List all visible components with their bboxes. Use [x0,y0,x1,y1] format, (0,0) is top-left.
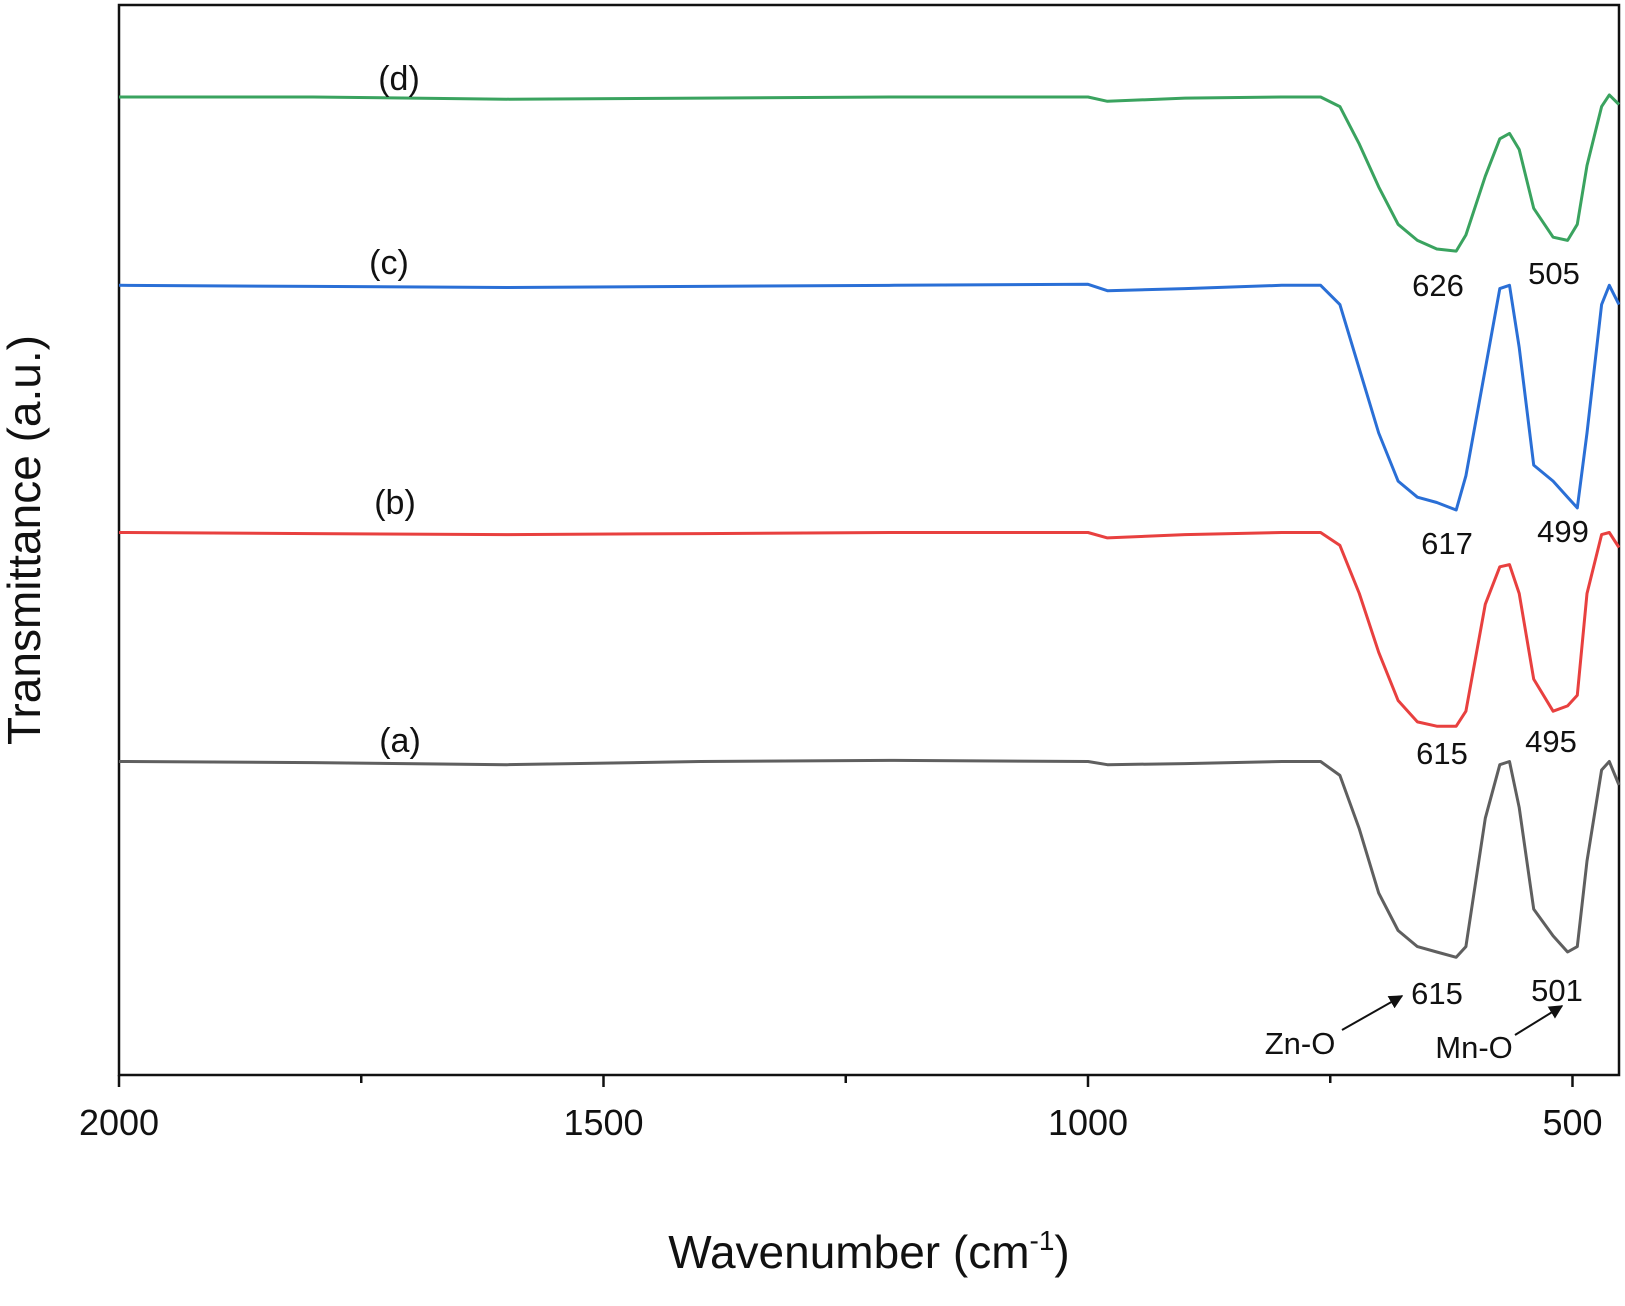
series-line [118,758,1621,959]
x-tick-label: 1000 [1048,1102,1128,1143]
annotation: 499 [1537,514,1589,549]
annotation: 505 [1528,256,1580,291]
x-axis-label-main: Wavenumber (cm [668,1226,1029,1278]
annotation: Zn-O [1265,1026,1336,1061]
arrow [1341,995,1404,1031]
series-line [119,93,1621,253]
x-axis-label-sup: -1 [1030,1225,1055,1256]
annotation: 617 [1421,526,1473,561]
series-label: (b) [374,484,416,522]
arrow [1514,1005,1564,1036]
annotation: Mn-O [1435,1030,1513,1065]
annotation: 495 [1525,724,1577,759]
x-tick-label: 2000 [79,1102,159,1143]
annotation: 615 [1416,736,1468,771]
series-line [118,282,1621,512]
x-axis-label: Wavenumber (cm-1) [668,1225,1070,1278]
annotation: 501 [1531,973,1583,1008]
y-axis-label: Transmittance (a.u.) [0,335,50,745]
series-line [118,531,1621,728]
series-label: (c) [369,244,409,282]
series-label: (d) [378,60,420,98]
x-tick-label: 1500 [563,1102,643,1143]
annotation: 615 [1411,976,1463,1011]
plot-frame [117,3,1621,1077]
annotation: 626 [1412,268,1464,303]
series-label: (a) [379,722,421,760]
x-tick-label: 500 [1542,1102,1602,1143]
x-axis-label-end: ) [1054,1226,1069,1278]
